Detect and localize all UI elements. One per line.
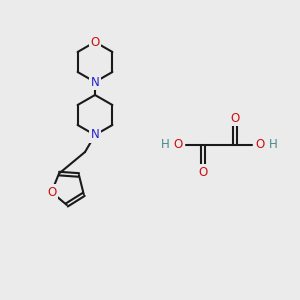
- Text: O: O: [90, 35, 100, 49]
- Text: H: H: [160, 139, 169, 152]
- Text: O: O: [255, 139, 265, 152]
- Text: N: N: [91, 76, 99, 88]
- Text: O: O: [173, 139, 183, 152]
- Text: N: N: [91, 128, 99, 142]
- Text: H: H: [268, 139, 278, 152]
- Text: O: O: [230, 112, 240, 124]
- Text: O: O: [198, 166, 208, 178]
- Text: O: O: [47, 186, 56, 199]
